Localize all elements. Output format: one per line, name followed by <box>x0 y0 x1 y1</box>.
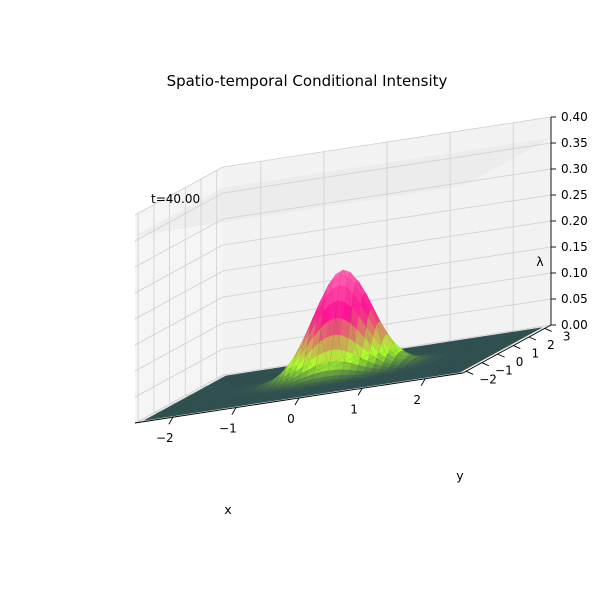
mesh-line <box>359 342 442 388</box>
mesh-line <box>158 373 241 419</box>
mesh-line <box>388 338 470 384</box>
y-tick-label: −1 <box>495 364 513 378</box>
x-tick-label: −2 <box>156 431 174 445</box>
surface-plot <box>144 269 542 421</box>
mesh-line <box>230 362 313 408</box>
z-tick-label: 0.00 <box>561 318 588 332</box>
y-tick-mark <box>465 370 474 375</box>
mesh-line <box>402 336 485 382</box>
y-tick-label: 0 <box>516 355 524 369</box>
y-tick-label: 3 <box>563 329 571 343</box>
mesh-line <box>216 364 298 410</box>
z-gridline <box>134 116 552 216</box>
z-gridline <box>134 246 552 346</box>
z-tick-label: 0.10 <box>561 266 588 280</box>
y-tick-mark <box>513 345 521 349</box>
y-tick-mark <box>544 328 552 332</box>
x-tick-label: 0 <box>287 412 295 426</box>
z-tick-label: 0.25 <box>561 188 588 202</box>
mesh-line <box>201 366 284 412</box>
x-tick-mark <box>357 388 363 396</box>
tick-labels: −2−1012−2−101230.000.050.100.150.200.250… <box>156 110 588 445</box>
y-tick-mark <box>497 353 505 358</box>
z-gridline <box>134 168 552 268</box>
chart-title: Spatio-temporal Conditional Intensity <box>167 72 448 90</box>
z-tick-label: 0.40 <box>561 110 588 124</box>
mesh-line <box>244 360 327 406</box>
mesh-line <box>173 371 255 417</box>
z-tick-label: 0.35 <box>561 136 588 150</box>
mesh-line <box>431 331 513 377</box>
x-tick-label: −1 <box>219 422 237 436</box>
x-tick-label: 1 <box>350 402 358 416</box>
z-gridline <box>134 194 552 294</box>
z-tick-label: 0.20 <box>561 214 588 228</box>
y-tick-mark <box>528 336 537 341</box>
x-tick-mark <box>231 407 237 415</box>
y-tick-label: −2 <box>479 372 497 386</box>
z-axis-label: λ <box>536 254 544 269</box>
z-tick-label: 0.15 <box>561 240 588 254</box>
y-axis-line <box>462 324 552 374</box>
mesh-line <box>187 369 270 414</box>
time-annotation: t=40.00 <box>151 192 200 206</box>
z-tick-label: 0.05 <box>561 292 588 306</box>
mesh-line <box>330 307 413 393</box>
upper-slab <box>135 137 551 236</box>
z-gridline <box>134 272 552 372</box>
y-tick-mark <box>481 362 490 367</box>
y-axis-label: y <box>456 468 464 483</box>
x-tick-mark <box>168 417 174 425</box>
z-gridline <box>134 220 552 320</box>
x-tick-label: 2 <box>413 393 421 407</box>
mesh-line <box>445 329 528 375</box>
y-tick-label: 2 <box>547 338 555 352</box>
z-gridline <box>134 298 552 398</box>
mesh-line <box>373 340 456 386</box>
z-tick-label: 0.30 <box>561 162 588 176</box>
mesh-line <box>345 334 427 390</box>
z-gridline <box>134 142 552 242</box>
z-gridline <box>134 324 552 424</box>
x-tick-mark <box>294 397 300 406</box>
surface-patch <box>452 371 462 374</box>
mesh-line <box>273 315 356 401</box>
x-tick-mark <box>420 378 426 386</box>
y-tick-label: 1 <box>531 347 539 361</box>
x-axis-label: x <box>224 502 231 517</box>
mesh-line <box>316 280 399 395</box>
mesh-line <box>302 269 384 397</box>
mesh-line <box>144 375 227 421</box>
mesh-line <box>459 327 542 373</box>
mesh-line <box>416 334 499 379</box>
mesh-line <box>259 347 341 403</box>
mesh-line <box>287 284 370 399</box>
